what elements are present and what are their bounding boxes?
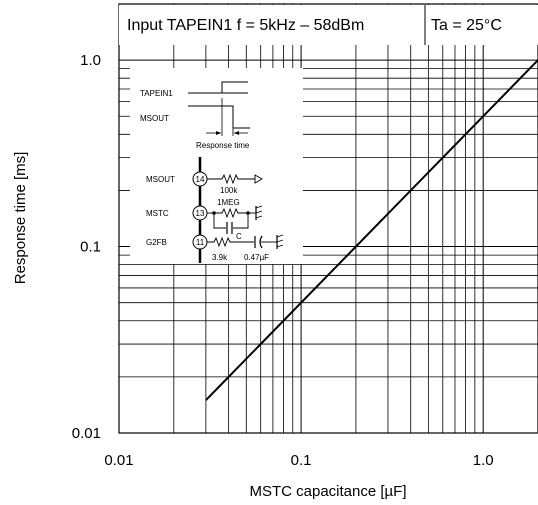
pin-label-g2fb: G2FB (146, 238, 167, 247)
pin-number-14: 14 (196, 175, 205, 184)
temperature-condition: Ta = 25°C (431, 17, 502, 34)
pin-number-11: 11 (196, 238, 205, 247)
series-group (205, 59, 538, 401)
g2fb-capacitor-value: 0.47µF (244, 253, 269, 262)
pin-label-mstc: MSTC (146, 209, 169, 218)
circuit-diagram: MSOUT 14 100k MSTC 13 1MEG C (146, 157, 284, 263)
x-axis-label: MSTC capacitance [µF] (249, 483, 406, 500)
pin-number-13: 13 (196, 209, 205, 218)
inset-panel: TAPEIN1 MSOUT Response time MSOUT 14 100… (130, 68, 303, 264)
timing-signal-msout: MSOUT (140, 114, 169, 123)
timing-signal-tapein1: TAPEIN1 (140, 89, 173, 98)
y-tick-label: 0.01 (72, 425, 101, 442)
x-tick-label: 0.1 (291, 452, 312, 469)
msout-resistor-value: 100k (220, 186, 238, 195)
g2fb-resistor-value: 3.9k (212, 253, 228, 262)
plot-frame (118, 3, 538, 434)
chart-title: Input TAPEIN1 f = 5kHz – 58dBm (127, 17, 364, 34)
y-tick-label: 0.1 (80, 239, 101, 256)
timing-caption: Response time (196, 141, 250, 150)
x-tick-label: 1.0 (473, 452, 494, 469)
tick-labels: 0.01 0.1 1.0 0.01 0.1 1.0 (72, 52, 494, 469)
title-box (119, 5, 538, 45)
timing-diagram: TAPEIN1 MSOUT Response time (140, 81, 250, 150)
x-tick-label: 0.01 (104, 452, 133, 469)
mstc-resistor-value: 1MEG (217, 198, 240, 207)
y-axis-label: Response time [ms] (12, 152, 29, 285)
pin-label-msout: MSOUT (146, 175, 175, 184)
y-tick-label: 1.0 (80, 52, 101, 69)
mstc-capacitor-label: C (236, 232, 242, 241)
series-line (205, 59, 538, 401)
